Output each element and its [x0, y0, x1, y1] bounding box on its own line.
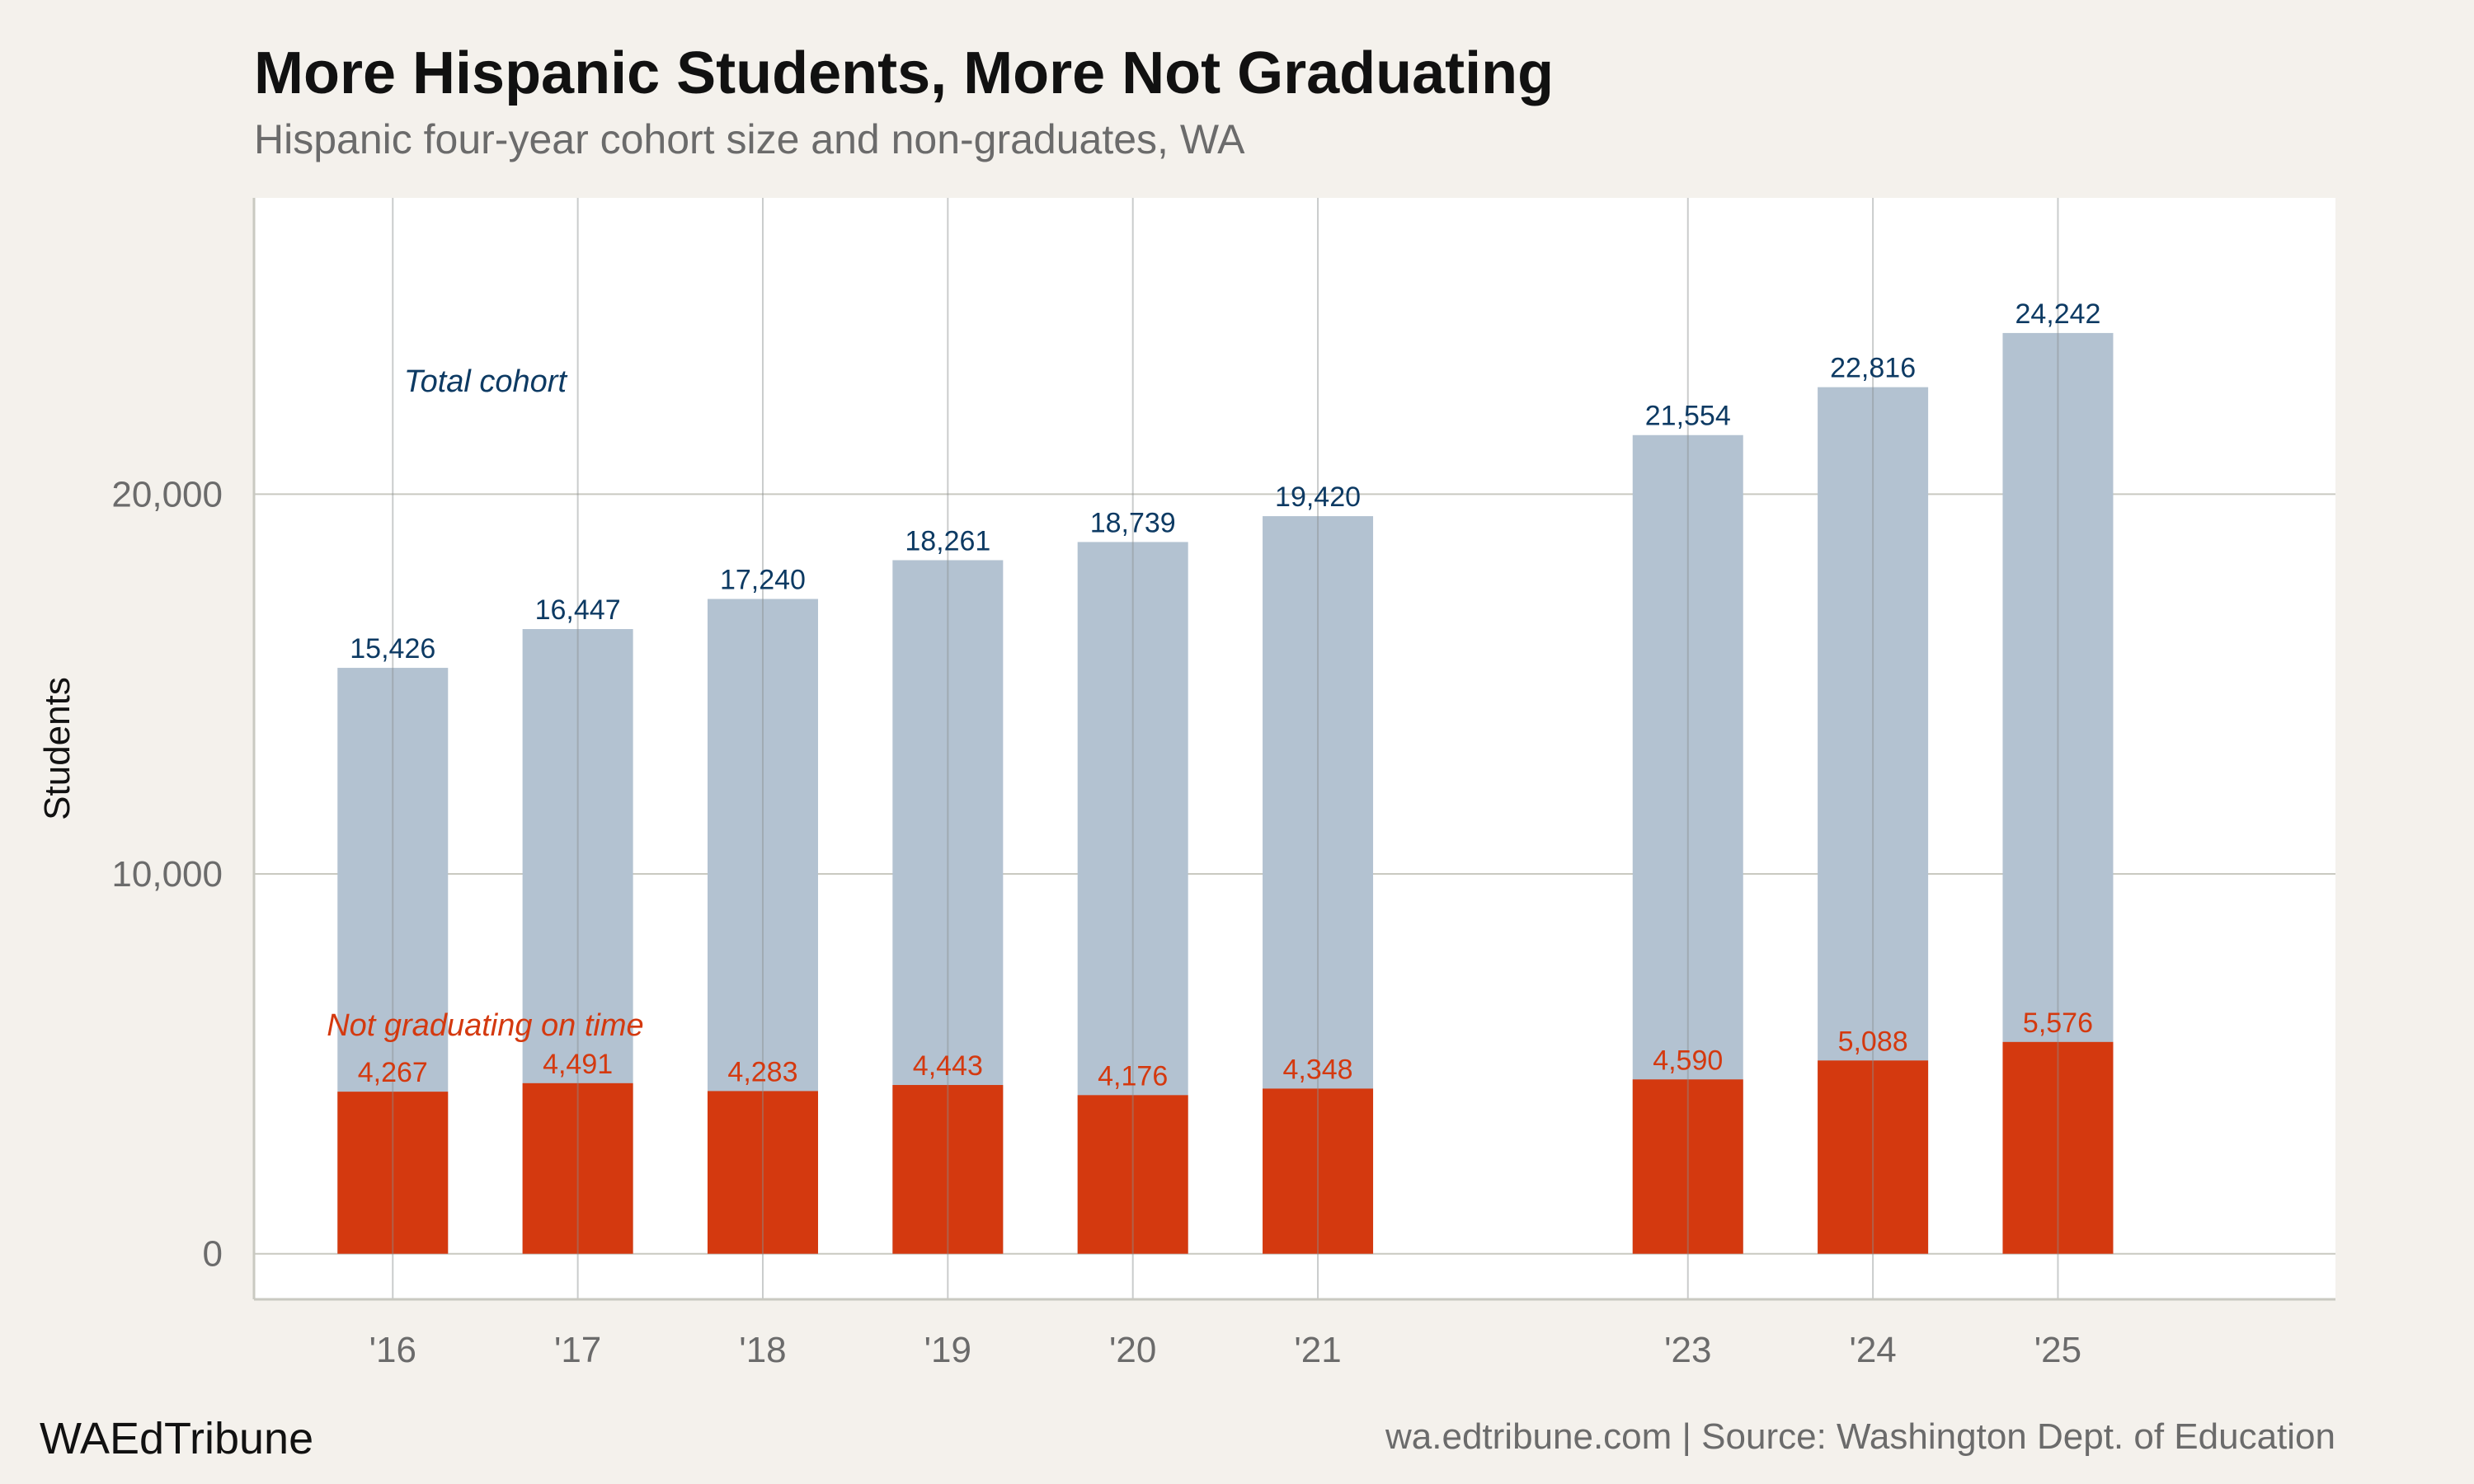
brand-logo-text: WAEdTribune: [40, 1414, 314, 1463]
chart-title: More Hispanic Students, More Not Graduat…: [254, 40, 1554, 106]
data-label-total: 18,739: [1090, 507, 1176, 538]
x-tick-label: '20: [1109, 1330, 1156, 1370]
x-tick-label: '24: [1849, 1330, 1896, 1370]
data-label-not-graduating: 5,576: [2023, 1007, 2093, 1039]
data-label-total: 22,816: [1830, 353, 1916, 384]
y-tick-label: 0: [203, 1234, 223, 1275]
data-label-not-graduating: 4,348: [1282, 1054, 1352, 1085]
y-tick-label: 20,000: [111, 474, 223, 514]
chart-subtitle: Hispanic four-year cohort size and non-g…: [254, 116, 1245, 162]
x-tick-label: '16: [369, 1330, 416, 1370]
annotation-total-cohort: Total cohort: [404, 364, 568, 399]
bar-not-graduating: [1263, 1088, 1374, 1254]
y-axis-title: Students: [37, 677, 78, 820]
x-tick-label: '21: [1294, 1330, 1341, 1370]
bar-not-graduating: [522, 1082, 633, 1254]
bar-not-graduating: [892, 1085, 1004, 1254]
x-tick-label: '25: [2034, 1330, 2081, 1370]
data-label-total: 15,426: [350, 633, 435, 665]
data-label-total: 16,447: [535, 594, 621, 626]
data-label-total: 18,261: [905, 525, 990, 556]
bar-not-graduating: [1818, 1060, 1929, 1254]
data-label-not-graduating: 4,590: [1653, 1045, 1723, 1076]
x-tick-label: '19: [924, 1330, 971, 1370]
data-label-total: 24,242: [2015, 298, 2100, 330]
bar-not-graduating: [2002, 1041, 2114, 1254]
data-label-total: 19,420: [1275, 481, 1361, 513]
data-label-total: 17,240: [720, 564, 806, 595]
bar-not-graduating: [1632, 1079, 1743, 1254]
x-tick-label: '23: [1664, 1330, 1711, 1370]
annotation-not-graduating: Not graduating on time: [327, 1008, 643, 1043]
data-label-not-graduating: 4,491: [543, 1049, 613, 1080]
data-label-not-graduating: 4,176: [1098, 1060, 1168, 1092]
source-note: wa.edtribune.com | Source: Washington De…: [1385, 1416, 2335, 1457]
x-tick-label: '17: [554, 1330, 601, 1370]
data-label-not-graduating: 4,283: [727, 1056, 797, 1087]
bar-not-graduating: [1077, 1095, 1188, 1254]
y-tick-label: 10,000: [111, 854, 223, 895]
bar-not-graduating: [707, 1091, 818, 1254]
data-label-not-graduating: 4,443: [913, 1050, 983, 1082]
data-label-total: 21,554: [1645, 401, 1731, 432]
data-label-not-graduating: 5,088: [1838, 1026, 1908, 1057]
x-tick-label: '18: [739, 1330, 786, 1370]
data-label-not-graduating: 4,267: [358, 1057, 428, 1088]
bar-not-graduating: [337, 1092, 449, 1254]
